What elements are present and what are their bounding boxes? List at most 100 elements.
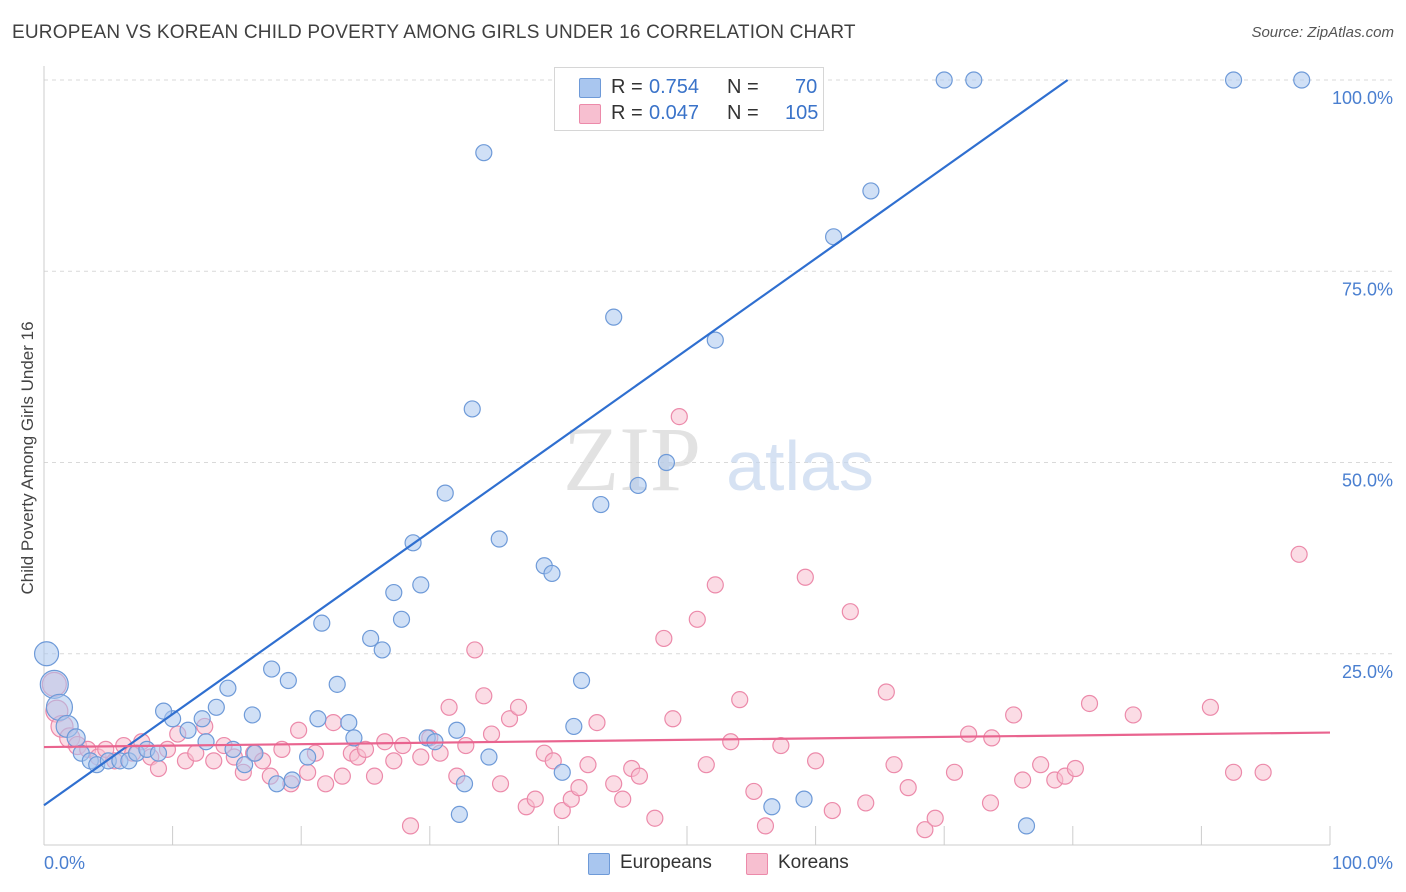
european-point [763, 798, 781, 816]
korean-point [500, 710, 519, 728]
european-point [243, 706, 261, 724]
korean-point [475, 687, 493, 705]
european-point [299, 748, 317, 766]
european-point [480, 748, 498, 766]
european-point [309, 710, 327, 728]
european-point [543, 564, 561, 583]
european-point [283, 771, 301, 789]
korean-point [365, 767, 384, 785]
legend-swatch-koreans [746, 853, 768, 875]
european-points [33, 71, 1311, 835]
european-point [448, 721, 466, 739]
korean-point [630, 767, 649, 785]
european-point [197, 733, 215, 751]
y-axis-label: Child Poverty Among Girls Under 16 [18, 321, 37, 595]
n-label: N = [727, 102, 759, 124]
european-point [657, 453, 676, 472]
n-label: N = [727, 76, 759, 98]
european-point [224, 740, 242, 758]
korean-point [857, 794, 875, 812]
european-point [1017, 817, 1036, 835]
korean-point [731, 691, 749, 709]
tick-labels: 25.0% 50.0% 75.0% 100.0% 0.0% 100.0% [44, 88, 1393, 873]
korean-point [697, 756, 715, 774]
european-point [268, 775, 286, 793]
korean-point [588, 713, 606, 732]
korean-point [614, 790, 632, 808]
european-point [490, 530, 508, 548]
y-tick-label: 75.0% [1342, 279, 1393, 299]
korean-point [796, 568, 814, 586]
korean-point [1032, 756, 1050, 774]
european-point [1224, 71, 1243, 89]
korean-point [1254, 763, 1272, 781]
korean-swatch [579, 104, 601, 124]
european-point [154, 702, 173, 720]
x-tick-label: 0.0% [44, 853, 85, 873]
korean-point [772, 736, 790, 755]
european-point [629, 476, 647, 495]
korean-point [1066, 759, 1084, 778]
european-point [236, 756, 254, 774]
european-point [313, 614, 331, 632]
european-point [279, 671, 297, 690]
korean-point [722, 733, 740, 751]
korean-point [526, 790, 544, 808]
european-point [475, 144, 493, 162]
korean-point [841, 603, 859, 621]
korean-point [877, 683, 895, 701]
european-point [706, 331, 724, 349]
korean-point [394, 736, 412, 755]
european-trend-line [43, 79, 1069, 807]
european-point [862, 182, 880, 200]
korean-point [823, 801, 841, 820]
european-point [592, 495, 610, 514]
korean-point [457, 736, 475, 755]
n-value: 70 [795, 76, 818, 98]
korean-point [983, 729, 1001, 747]
korean-point [670, 408, 688, 426]
r-label: R = [611, 76, 643, 98]
korean-point [509, 698, 528, 716]
korean-point [1014, 771, 1032, 789]
korean-point [688, 610, 706, 628]
korean-point [756, 817, 775, 835]
korean-point [579, 756, 597, 774]
korean-point [926, 809, 944, 827]
european-point [246, 744, 264, 762]
korean-point [1124, 706, 1142, 724]
korean-point [1224, 763, 1243, 781]
korean-point [945, 763, 964, 781]
korean-trend-line [43, 731, 1331, 749]
legend-label-europeans: Europeans [620, 852, 712, 873]
korean-point [960, 725, 978, 743]
korean-point [1290, 545, 1308, 563]
european-swatch [579, 78, 601, 98]
korean-point [899, 779, 917, 797]
european-point [965, 71, 983, 89]
european-point [572, 671, 591, 690]
watermark: ZIP atlas [563, 408, 874, 510]
korean-point [806, 752, 825, 770]
korean-point [544, 752, 562, 770]
korean-point [605, 775, 623, 793]
n-value: 105 [785, 102, 819, 124]
european-point [450, 805, 468, 824]
korean-point [1201, 698, 1220, 716]
european-point [436, 484, 454, 502]
european-point [392, 610, 411, 628]
european-point [385, 583, 403, 602]
axes [43, 66, 1331, 846]
korean-point [385, 752, 403, 770]
european-point [373, 641, 391, 659]
european-point [193, 710, 211, 728]
korean-point [655, 629, 673, 648]
korean-point [570, 779, 588, 797]
european-point [66, 728, 86, 748]
korean-point [149, 759, 168, 778]
european-point [263, 660, 281, 678]
korean-point [205, 752, 223, 770]
korean-point [333, 767, 351, 785]
korean-point [491, 775, 510, 793]
